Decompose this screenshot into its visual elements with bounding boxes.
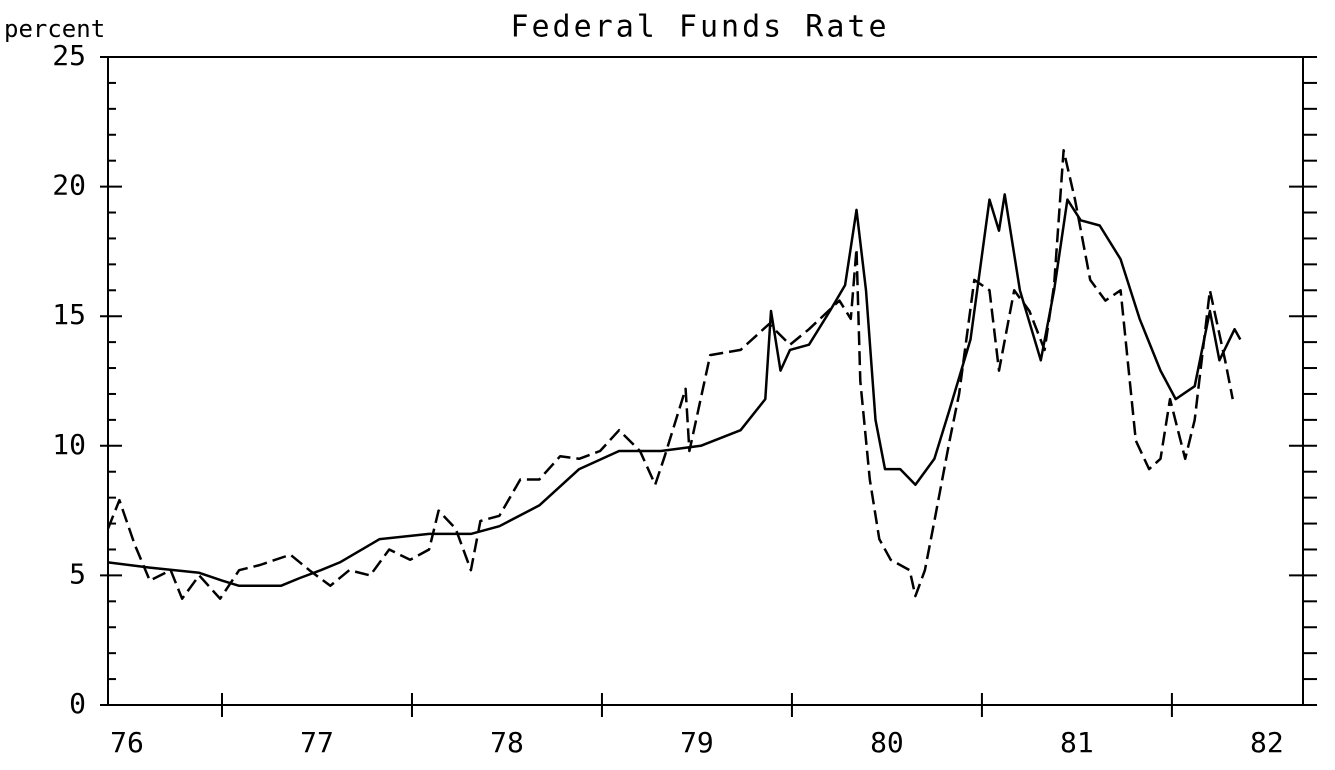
- plot-frame: [107, 56, 1304, 706]
- x-tick-label: 81: [1060, 726, 1094, 759]
- x-tick-label: 78: [490, 726, 524, 759]
- y-tick-label: 20: [52, 169, 86, 202]
- y-tick-label: 25: [52, 39, 86, 72]
- y-axis-label: percent: [4, 15, 105, 43]
- line-series: [107, 193, 1242, 588]
- x-tick-label: 80: [870, 726, 904, 759]
- x-tick-label: 79: [680, 726, 714, 759]
- x-tick-label: 76: [110, 726, 144, 759]
- y-tick-label: 0: [69, 687, 86, 720]
- x-tick-label: 82: [1250, 726, 1284, 759]
- chart-title: Federal Funds Rate: [510, 10, 889, 45]
- y-tick-label: 15: [52, 298, 86, 331]
- y-tick-label: 5: [69, 557, 86, 590]
- line-series: [106, 149, 1234, 600]
- x-tick-label: 77: [300, 726, 334, 759]
- y-tick-label: 10: [52, 428, 86, 461]
